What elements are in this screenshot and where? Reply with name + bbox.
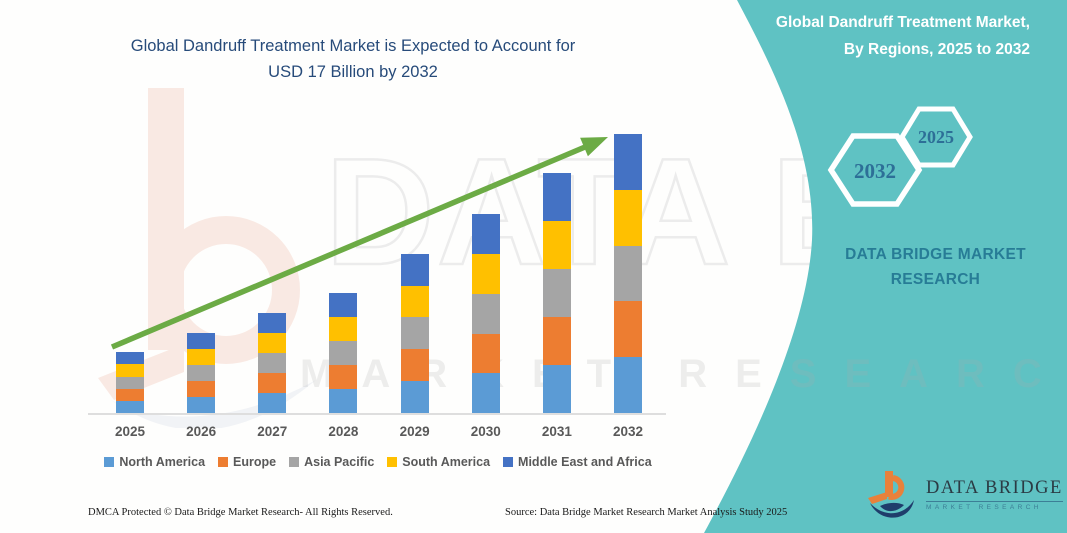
bar-segment-north-america bbox=[258, 392, 287, 413]
bar-segment-europe bbox=[471, 333, 500, 374]
bar-2025 bbox=[116, 352, 144, 413]
legend-item-south-america: South America bbox=[387, 455, 490, 469]
x-axis-line bbox=[88, 413, 666, 415]
brand-wordmark-text: DATA BRIDGE MARKET RESEARCH bbox=[845, 246, 1026, 288]
bar-segment-middle-east-and-africa bbox=[471, 214, 500, 255]
bar-segment-north-america bbox=[471, 373, 500, 413]
chart-legend: North America Europe Asia Pacific South Ame… bbox=[88, 455, 668, 469]
hexagon-badges: 2025 2032 bbox=[827, 106, 973, 207]
company-logo-icon bbox=[868, 471, 914, 518]
bar-segment-north-america bbox=[614, 357, 643, 413]
bar-segment-north-america bbox=[400, 381, 429, 413]
bar-segment-europe bbox=[116, 388, 144, 401]
watermark-logo-b-icon bbox=[98, 88, 316, 428]
bar-segment-europe bbox=[400, 349, 429, 382]
legend-item-middle-east-and-africa: Middle East and Africa bbox=[503, 455, 652, 469]
chart-title: Global Dandruff Treatment Market is Expe… bbox=[88, 33, 618, 86]
hexagon-2032-label: 2032 bbox=[854, 159, 896, 183]
bar-segment-europe bbox=[258, 372, 287, 393]
bar-segment-middle-east-and-africa bbox=[542, 173, 571, 222]
hexagon-2025-label: 2025 bbox=[918, 127, 954, 147]
bar-segment-south-america bbox=[329, 317, 358, 342]
legend-swatch-europe bbox=[218, 457, 229, 467]
bar-segment-south-america bbox=[542, 221, 571, 270]
chart-title-line1: Global Dandruff Treatment Market is Expe… bbox=[130, 37, 576, 55]
x-axis-label-2030: 2030 bbox=[470, 424, 501, 439]
bar-segment-north-america bbox=[329, 389, 358, 413]
bar-segment-europe bbox=[329, 365, 358, 389]
side-panel-title-line1: Global Dandruff Treatment Market, bbox=[775, 14, 1030, 31]
bar-2029 bbox=[400, 253, 429, 413]
legend-swatch-asia-pacific bbox=[289, 457, 300, 467]
bar-segment-south-america bbox=[614, 189, 643, 246]
legend-swatch-middle-east-and-africa bbox=[503, 457, 514, 467]
bar-segment-south-america bbox=[258, 332, 287, 353]
bar-segment-middle-east-and-africa bbox=[614, 134, 643, 190]
bar-segment-asia-pacific bbox=[116, 376, 144, 389]
legend-label-north-america: North America bbox=[119, 455, 206, 469]
company-logo: DATA BRIDGE MARKET RESEARCH bbox=[866, 468, 1063, 520]
legend-swatch-south-america bbox=[387, 457, 398, 467]
x-axis-label-2029: 2029 bbox=[399, 424, 430, 439]
x-axis-label-2028: 2028 bbox=[328, 424, 359, 439]
bar-2031 bbox=[542, 173, 571, 413]
bar-2027 bbox=[258, 312, 287, 413]
bar-2032 bbox=[614, 134, 643, 413]
bar-2028 bbox=[329, 293, 358, 413]
bar-segment-europe bbox=[614, 301, 643, 358]
side-panel-title: Global Dandruff Treatment Market, By Reg… bbox=[776, 10, 1030, 63]
bar-segment-north-america bbox=[187, 396, 216, 413]
bar-segment-asia-pacific bbox=[471, 293, 500, 334]
bar-segment-asia-pacific bbox=[258, 352, 287, 373]
company-logo-text: DATA BRIDGE MARKET RESEARCH bbox=[926, 478, 1063, 511]
legend-item-europe: Europe bbox=[218, 455, 276, 469]
company-logo-subtitle: MARKET RESEARCH bbox=[926, 503, 1042, 511]
legend-item-asia-pacific: Asia Pacific bbox=[289, 455, 374, 469]
bar-segment-middle-east-and-africa bbox=[187, 332, 216, 349]
bar-segment-middle-east-and-africa bbox=[116, 352, 144, 365]
hexagon-2032 bbox=[827, 133, 923, 207]
x-axis-label-2026: 2026 bbox=[186, 424, 217, 439]
bar-segment-europe bbox=[542, 317, 571, 366]
legend-label-europe: Europe bbox=[233, 455, 277, 469]
bar-segment-europe bbox=[187, 380, 216, 397]
footer-dmca-text: DMCA Protected © Data Bridge Market Rese… bbox=[88, 507, 393, 518]
arrow-head-icon bbox=[580, 137, 608, 157]
x-axis-label-2032: 2032 bbox=[613, 424, 644, 439]
bar-segment-middle-east-and-africa bbox=[329, 293, 358, 318]
bar-segment-asia-pacific bbox=[187, 364, 216, 381]
bar-segment-south-america bbox=[116, 364, 144, 377]
bar-2026 bbox=[187, 332, 216, 413]
bar-segment-asia-pacific bbox=[400, 317, 429, 350]
bar-segment-asia-pacific bbox=[614, 245, 643, 302]
bar-segment-south-america bbox=[187, 348, 216, 365]
bar-segment-south-america bbox=[400, 285, 429, 318]
bar-segment-north-america bbox=[542, 365, 571, 413]
x-axis-label-2025: 2025 bbox=[114, 424, 146, 439]
legend-item-north-america: North America bbox=[104, 455, 205, 469]
bar-segment-middle-east-and-africa bbox=[258, 312, 287, 333]
side-panel-title-line2: By Regions, 2025 to 2032 bbox=[843, 40, 1030, 58]
footer-source-text: Source: Data Bridge Market Research Mark… bbox=[505, 507, 788, 518]
chart-title-line2: USD 17 Billion by 2032 bbox=[268, 63, 438, 82]
x-axis-label-2027: 2027 bbox=[257, 424, 288, 439]
x-axis-label-2031: 2031 bbox=[541, 424, 572, 439]
bar-segment-middle-east-and-africa bbox=[400, 253, 429, 286]
legend-label-asia-pacific: Asia Pacific bbox=[304, 455, 375, 469]
bar-segment-asia-pacific bbox=[542, 269, 571, 318]
bar-segment-asia-pacific bbox=[329, 341, 358, 366]
legend-swatch-north-america bbox=[104, 457, 115, 467]
legend-label-south-america: South America bbox=[402, 455, 491, 469]
legend-label-middle-east-and-africa: Middle East and Africa bbox=[518, 455, 652, 469]
bar-segment-south-america bbox=[471, 254, 500, 294]
company-logo-title: DATA BRIDGE bbox=[926, 478, 1063, 502]
bar-segment-north-america bbox=[116, 400, 144, 413]
bar-2030 bbox=[471, 214, 500, 413]
